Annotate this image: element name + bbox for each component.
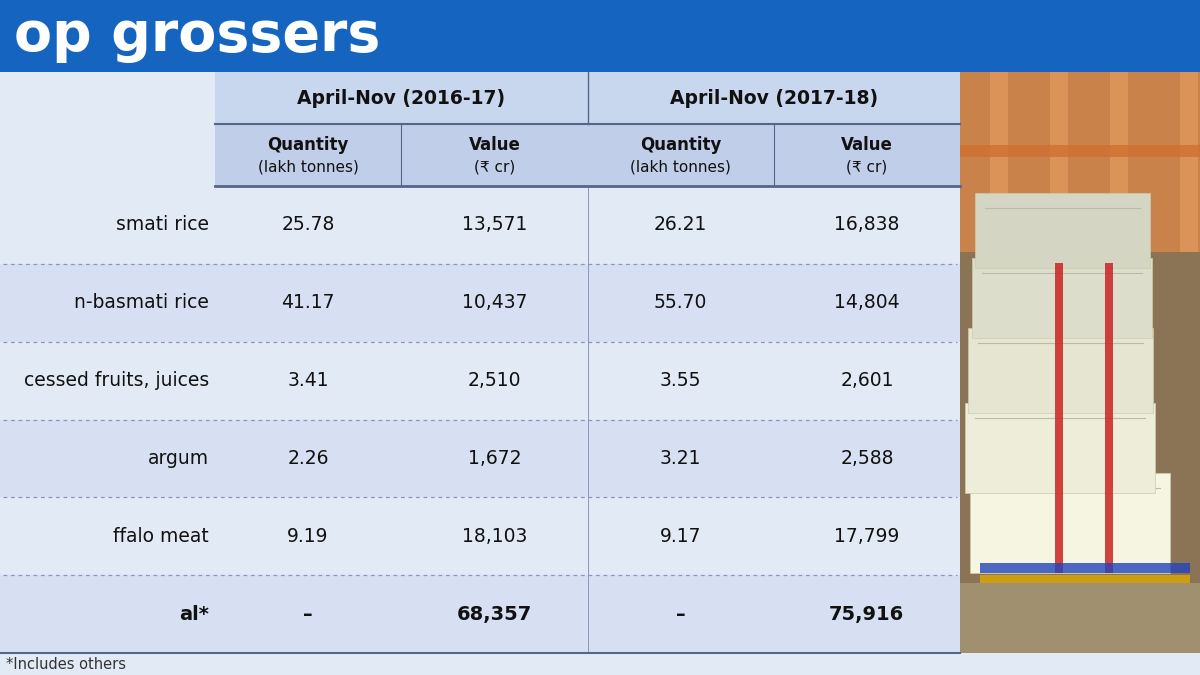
Text: 2.26: 2.26 — [287, 449, 329, 468]
Bar — [960, 72, 1200, 252]
Text: al*: al* — [179, 605, 209, 624]
Bar — [1055, 263, 1063, 573]
Text: *Includes others: *Includes others — [6, 657, 126, 672]
Bar — [972, 258, 1152, 338]
Text: –: – — [304, 605, 313, 624]
Bar — [401, 124, 588, 186]
Bar — [980, 563, 1190, 573]
Text: 16,838: 16,838 — [834, 215, 900, 234]
Text: 17,799: 17,799 — [834, 526, 900, 546]
Bar — [970, 473, 1170, 573]
Bar — [960, 583, 1200, 653]
Text: (₹ cr): (₹ cr) — [846, 159, 888, 175]
Text: Quantity: Quantity — [640, 136, 721, 154]
Text: 10,437: 10,437 — [462, 293, 527, 313]
Bar — [965, 403, 1154, 493]
Text: 2,601: 2,601 — [840, 371, 894, 390]
Text: 9.19: 9.19 — [287, 526, 329, 546]
Text: 14,804: 14,804 — [834, 293, 900, 313]
Text: 3.41: 3.41 — [287, 371, 329, 390]
Text: April-Nov (2016-17): April-Nov (2016-17) — [298, 88, 505, 107]
Text: smati rice: smati rice — [116, 215, 209, 234]
Text: cessed fruits, juices: cessed fruits, juices — [24, 371, 209, 390]
Text: 2,588: 2,588 — [840, 449, 894, 468]
Text: 26.21: 26.21 — [654, 215, 707, 234]
Bar — [0, 72, 960, 653]
Bar — [968, 328, 1153, 413]
Bar — [1110, 72, 1128, 252]
Bar — [1105, 263, 1114, 573]
Text: op grossers: op grossers — [14, 9, 380, 63]
Text: 68,357: 68,357 — [457, 605, 532, 624]
Bar — [774, 124, 960, 186]
Text: (lakh tonnes): (lakh tonnes) — [630, 159, 731, 175]
Bar — [0, 575, 960, 653]
Text: ffalo meat: ffalo meat — [113, 526, 209, 546]
Bar — [0, 186, 960, 264]
Bar — [1180, 72, 1198, 252]
Bar — [990, 72, 1008, 252]
Text: –: – — [676, 605, 685, 624]
Bar — [0, 342, 960, 419]
Text: April-Nov (2017-18): April-Nov (2017-18) — [670, 88, 878, 107]
Text: 13,571: 13,571 — [462, 215, 527, 234]
Text: Value: Value — [468, 136, 521, 154]
Bar — [0, 0, 1200, 72]
Text: argum: argum — [148, 449, 209, 468]
Text: 3.55: 3.55 — [660, 371, 701, 390]
Text: (lakh tonnes): (lakh tonnes) — [258, 159, 359, 175]
Text: 2,510: 2,510 — [468, 371, 521, 390]
Bar — [588, 124, 774, 186]
Text: 55.70: 55.70 — [654, 293, 707, 313]
Bar — [1050, 72, 1068, 252]
Bar — [215, 124, 401, 186]
Text: 18,103: 18,103 — [462, 526, 527, 546]
Text: 9.17: 9.17 — [660, 526, 701, 546]
Bar — [960, 72, 1200, 653]
Text: 1,672: 1,672 — [468, 449, 521, 468]
Bar — [588, 72, 960, 124]
Text: 25.78: 25.78 — [282, 215, 335, 234]
Text: n-basmati rice: n-basmati rice — [74, 293, 209, 313]
Bar — [0, 419, 960, 497]
Bar — [980, 575, 1190, 583]
Bar — [960, 145, 1200, 157]
Text: Quantity: Quantity — [268, 136, 349, 154]
Bar — [0, 264, 960, 342]
Text: 41.17: 41.17 — [281, 293, 335, 313]
Bar — [974, 193, 1150, 268]
Text: Value: Value — [841, 136, 893, 154]
Bar — [0, 497, 960, 575]
Text: 3.21: 3.21 — [660, 449, 701, 468]
Text: 75,916: 75,916 — [829, 605, 905, 624]
Bar — [215, 72, 588, 124]
Text: (₹ cr): (₹ cr) — [474, 159, 515, 175]
